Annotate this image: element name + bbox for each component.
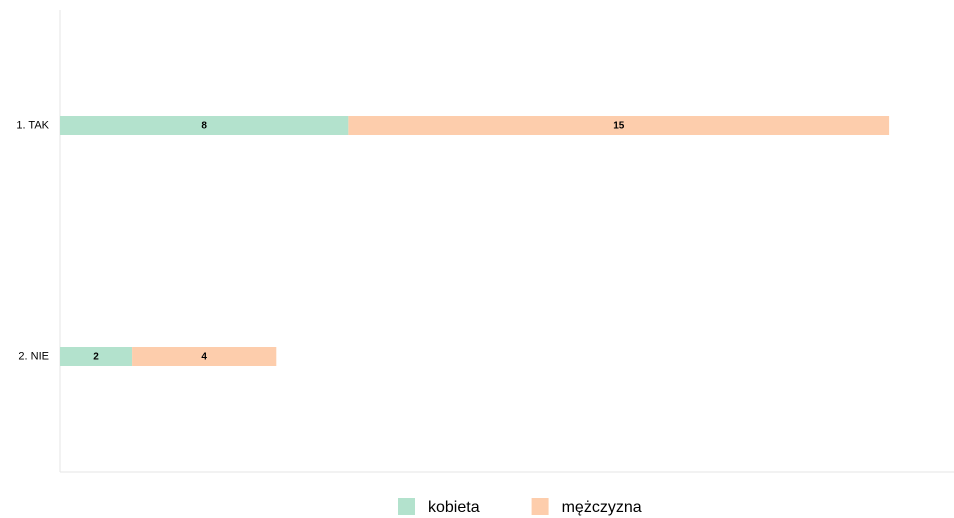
- bar-segment: [132, 347, 277, 366]
- data-label: 4: [201, 352, 207, 363]
- y-tick-label: 1. TAK: [16, 119, 49, 131]
- y-tick-label: 2. NIE: [18, 350, 49, 362]
- legend-swatch: [531, 498, 549, 515]
- bar-segment: [60, 347, 133, 366]
- data-label: 15: [613, 121, 625, 132]
- legend-label: kobieta: [428, 499, 480, 516]
- legend-label: mężczyzna: [562, 499, 642, 516]
- data-label: 2: [93, 352, 99, 363]
- legend-swatch: [398, 498, 415, 515]
- bar-segment: [348, 116, 890, 135]
- data-label: 8: [201, 121, 207, 132]
- bar-segment: [60, 116, 349, 135]
